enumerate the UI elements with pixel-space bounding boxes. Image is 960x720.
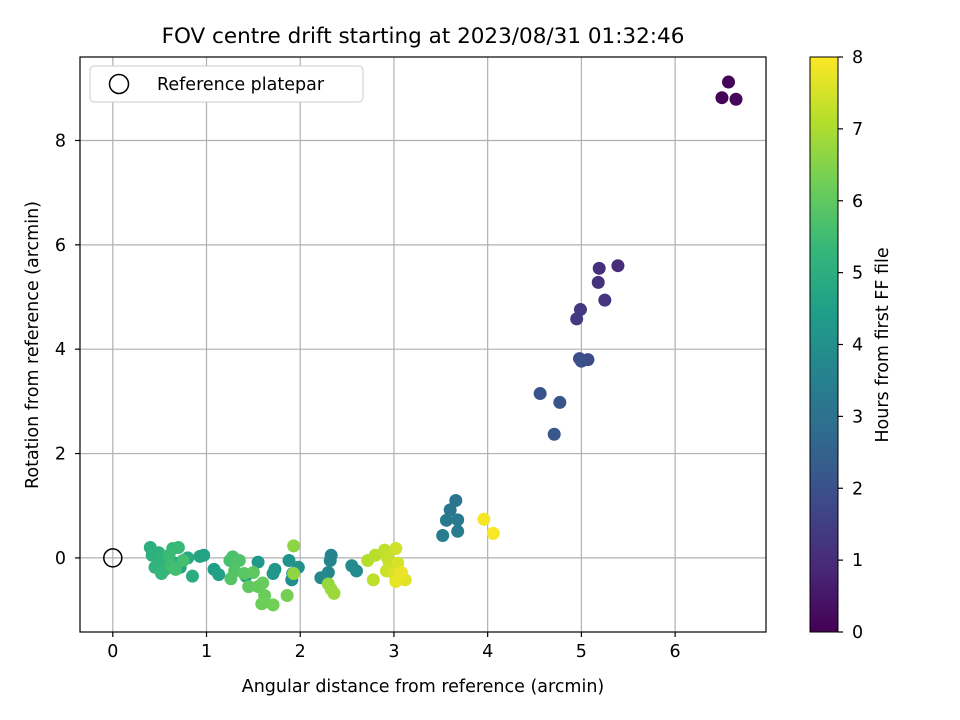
- data-point: [449, 494, 463, 508]
- x-tick-label: 0: [107, 642, 118, 662]
- data-point: [162, 548, 176, 562]
- data-point: [282, 554, 296, 568]
- x-axis-ticks: 0 1 2 3 4 5 6: [107, 632, 681, 662]
- data-point: [266, 598, 280, 612]
- x-axis-label: Angular distance from reference (arcmin): [242, 677, 605, 697]
- data-point: [327, 586, 341, 600]
- x-tick-label: 6: [670, 642, 681, 662]
- colorbar-tick-label: 0: [852, 623, 863, 643]
- y-tick-label: 8: [55, 131, 66, 151]
- data-point: [242, 580, 256, 594]
- colorbar-tick-label: 1: [852, 551, 863, 571]
- chart-title: FOV centre drift starting at 2023/08/31 …: [162, 24, 685, 49]
- colorbar-tick-label: 3: [852, 407, 863, 427]
- data-point: [280, 588, 294, 602]
- data-point: [451, 513, 465, 527]
- data-point: [246, 566, 260, 580]
- x-tick-label: 4: [482, 642, 493, 662]
- plot-frame: [79, 56, 767, 633]
- colorbar-label: Hours from first FF file: [873, 247, 893, 442]
- colorbar: [809, 56, 839, 633]
- colorbar-tick-label: 4: [852, 336, 863, 356]
- data-point: [436, 528, 450, 542]
- legend-label: Reference platepar: [157, 75, 325, 95]
- data-point: [212, 568, 226, 582]
- data-point: [533, 387, 547, 401]
- data-point: [389, 542, 403, 556]
- colorbar-ticks: 0 1 2 3 4 5 6 7 8: [838, 48, 863, 643]
- data-point: [598, 293, 612, 307]
- data-point: [237, 567, 251, 581]
- y-tick-label: 6: [55, 236, 66, 256]
- colorbar-tick-label: 8: [852, 48, 863, 68]
- data-point: [185, 569, 199, 583]
- x-tick-label: 1: [201, 642, 212, 662]
- data-point: [570, 312, 584, 326]
- y-tick-label: 4: [55, 340, 66, 360]
- data-point: [611, 259, 625, 273]
- colorbar-tick-label: 7: [852, 120, 863, 140]
- x-tick-label: 3: [388, 642, 399, 662]
- data-point: [255, 597, 269, 611]
- data-point: [155, 567, 169, 581]
- data-point: [287, 539, 301, 553]
- data-point: [553, 395, 567, 409]
- data-point: [176, 554, 190, 568]
- data-point: [394, 566, 408, 580]
- data-point: [224, 572, 238, 586]
- data-point: [722, 75, 736, 89]
- data-point: [171, 540, 185, 554]
- y-axis-label: Rotation from reference (arcmin): [23, 201, 43, 489]
- data-point: [574, 354, 588, 368]
- data-point: [366, 573, 380, 587]
- y-tick-label: 2: [55, 445, 66, 465]
- data-point: [193, 549, 207, 563]
- colorbar-tick-label: 2: [852, 479, 863, 499]
- data-point: [486, 526, 500, 540]
- data-point: [715, 91, 729, 105]
- data-point: [443, 503, 457, 517]
- data-point: [729, 92, 743, 106]
- x-tick-label: 2: [295, 642, 306, 662]
- data-point: [547, 427, 561, 441]
- data-point: [287, 567, 301, 581]
- data-point: [232, 554, 246, 568]
- colorbar-tick-label: 6: [852, 192, 863, 212]
- data-points: [143, 75, 743, 612]
- x-tick-label: 5: [576, 642, 587, 662]
- data-point: [266, 567, 280, 581]
- data-point: [591, 275, 605, 289]
- y-axis-ticks: 0 2 4 6 8: [55, 131, 80, 569]
- y-tick-label: 0: [55, 549, 66, 569]
- legend: Reference platepar: [89, 65, 364, 103]
- data-point: [169, 562, 183, 576]
- data-point: [323, 554, 337, 568]
- data-point: [349, 564, 363, 578]
- grid-lines: [80, 57, 766, 632]
- colorbar-tick-label: 5: [852, 264, 863, 284]
- data-point: [256, 576, 270, 590]
- legend-box: [89, 65, 364, 103]
- reference-platepar-marker: [103, 548, 123, 568]
- data-point: [477, 512, 491, 526]
- data-point: [439, 513, 453, 527]
- data-point: [251, 555, 265, 569]
- legend-reference-marker: [108, 73, 130, 95]
- data-point: [592, 261, 606, 275]
- data-point: [451, 524, 465, 538]
